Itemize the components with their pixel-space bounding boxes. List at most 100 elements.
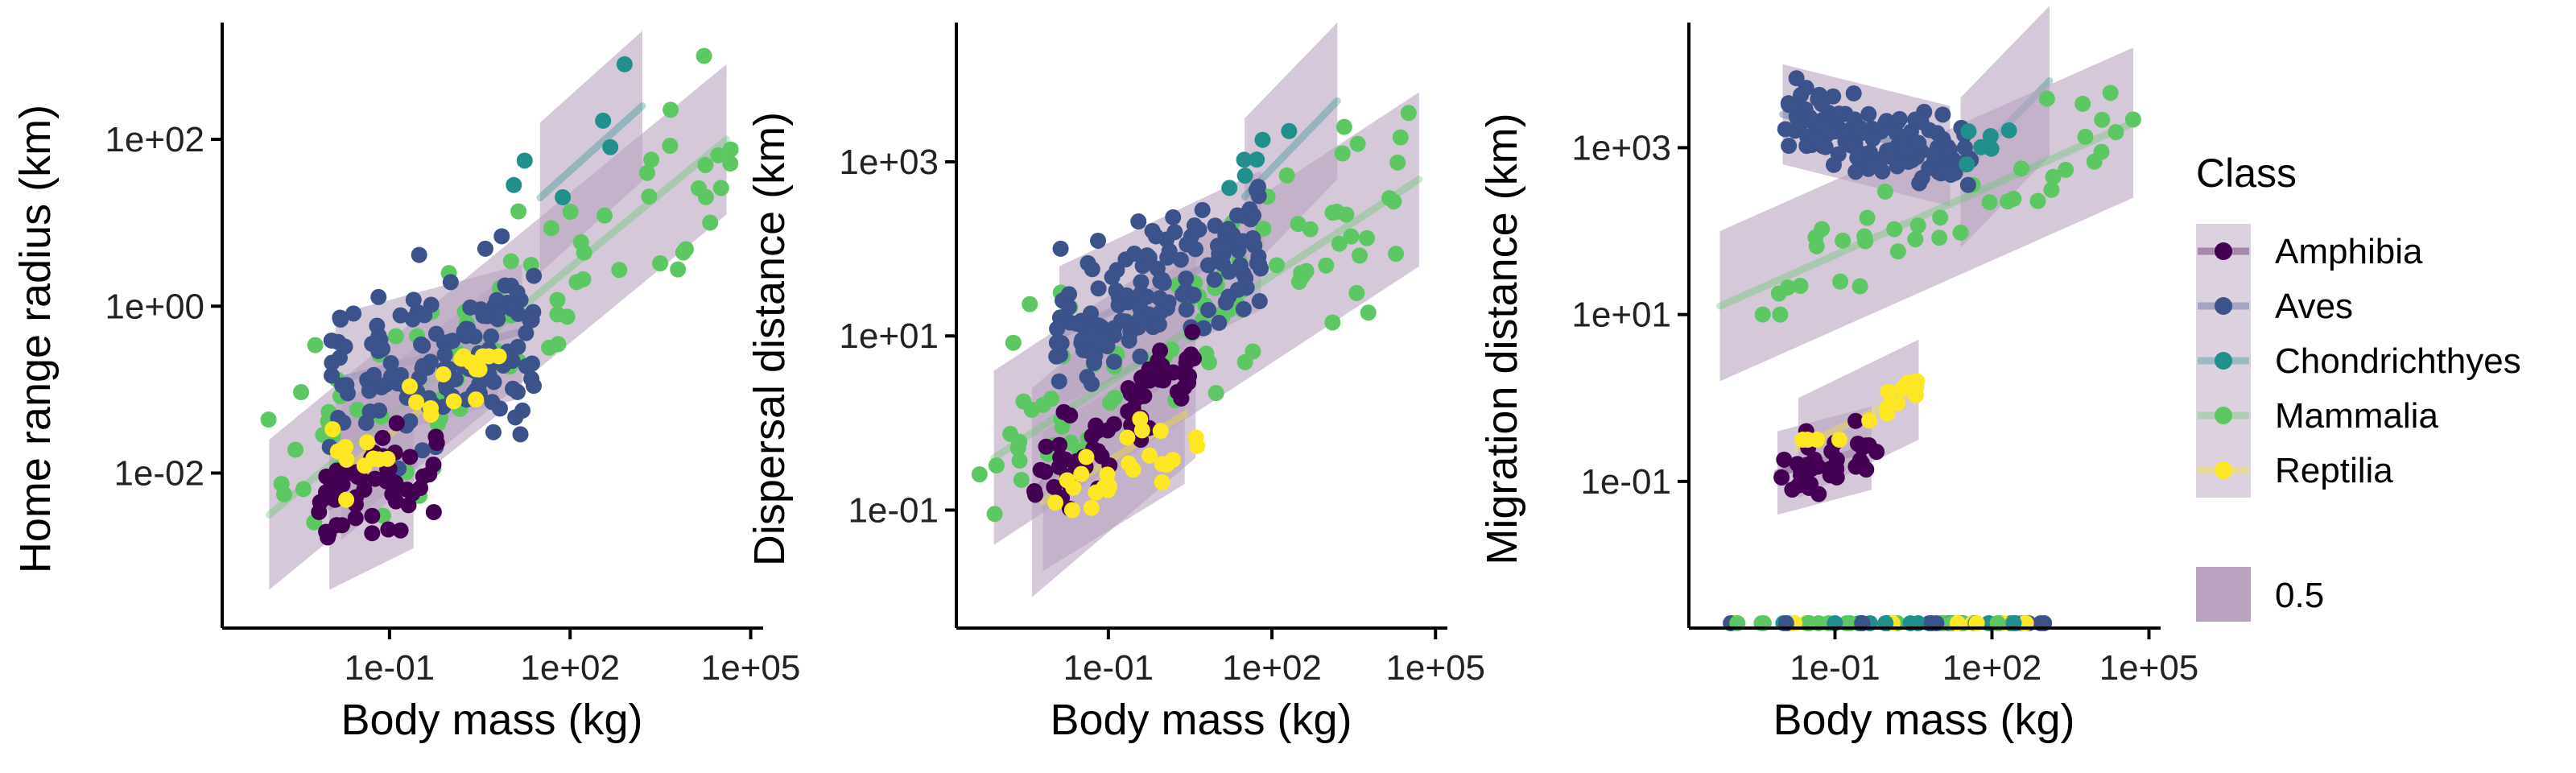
data-point-mammalia [568, 274, 585, 291]
data-point-aves [1792, 116, 1809, 133]
data-point-mammalia [1931, 229, 1948, 246]
legend-swatch-point [2215, 242, 2232, 260]
legend-swatch-point [2215, 461, 2232, 479]
data-point-amphibia [318, 468, 335, 485]
data-point-aves [365, 366, 382, 383]
data-point-chondrichthyes [1281, 122, 1298, 139]
data-point-aves [1110, 296, 1127, 313]
data-point-mammalia [2000, 193, 2017, 210]
data-point-mammalia [1348, 284, 1365, 301]
data-point-aves [345, 305, 362, 322]
data-point-reptilia [1099, 466, 1116, 483]
y-tick-label: 1e-02 [114, 454, 204, 494]
data-point-aves [1154, 271, 1171, 288]
data-point-amphibia [1184, 324, 1201, 341]
data-point-mammalia [1009, 440, 1026, 457]
data-point-chondrichthyes [1236, 151, 1253, 168]
data-point-aves [1251, 256, 1268, 273]
data-point-chondrichthyes [2000, 122, 2017, 138]
data-point-mammalia [986, 506, 1003, 523]
legend-swatch-point [2215, 352, 2232, 370]
data-point-mammalia [287, 441, 303, 458]
data-point-aves [1860, 105, 1877, 122]
data-point-aves [483, 328, 500, 345]
data-point-aves [1780, 95, 1797, 112]
data-point-reptilia [468, 391, 485, 408]
data-point-aves [1845, 85, 1862, 101]
data-point-aves [361, 403, 378, 420]
x-tick-label: 1e-01 [1790, 648, 1880, 688]
data-point-mammalia [670, 261, 687, 278]
y-tick-label: 1e-01 [848, 490, 939, 530]
data-point-aves [1825, 88, 1842, 105]
data-point-mammalia [1932, 209, 1949, 226]
data-point-mammalia [1852, 278, 1868, 295]
data-point-mammalia [2029, 192, 2046, 209]
data-point-aves [1165, 209, 1182, 225]
data-point-mammalia [2058, 161, 2074, 178]
data-point-amphibia [1176, 378, 1193, 395]
data-point-mammalia [1981, 194, 1998, 211]
data-point-aves [1942, 167, 1959, 184]
data-point-mammalia [2102, 85, 2119, 101]
data-point-aves [1956, 139, 1973, 156]
data-point-aves [1910, 134, 1927, 151]
data-point-amphibia [1105, 415, 1122, 432]
y-tick-label: 1e+01 [839, 316, 939, 356]
x-tick-label: 1e-01 [1063, 648, 1154, 688]
data-point-reptilia [356, 457, 373, 474]
data-point-mammalia [2077, 128, 2094, 145]
data-point-mammalia [1343, 228, 1360, 245]
data-point-mammalia [1011, 453, 1028, 469]
data-point-reptilia [490, 348, 507, 365]
data-point-amphibia [1152, 342, 1169, 359]
data-point-aves [1926, 146, 1942, 163]
y-tick-label: 1e+03 [839, 143, 939, 182]
data-point-mammalia [1334, 145, 1351, 162]
legend-items: Amphibia Aves Chondrichthyes Mammalia Reptil… [2196, 224, 2521, 498]
data-point-aves [1913, 169, 1930, 186]
data-point-aves [1178, 301, 1195, 318]
data-point-reptilia [435, 366, 452, 382]
legend-item-reptilia: Reptilia [2196, 443, 2393, 498]
data-point-aves [510, 338, 526, 355]
data-point-aves [1147, 228, 1164, 245]
data-point-amphibia [1773, 469, 1790, 486]
data-point-aves [1860, 160, 1876, 177]
data-point-aves [369, 317, 386, 334]
data-point-aves [1798, 80, 1814, 97]
data-point-aves [1194, 201, 1211, 218]
data-point-amphibia [1089, 422, 1106, 439]
x-axis-title: Body mass (kg) [1050, 696, 1352, 744]
legend-band-swatch [2196, 567, 2251, 622]
data-point-aves [485, 424, 502, 440]
data-point-aves [1049, 320, 1066, 337]
data-point-aves [1237, 270, 1254, 287]
data-point-mammalia [1859, 209, 1876, 226]
data-point-aves [1087, 347, 1104, 364]
data-point-aves [1105, 353, 1122, 370]
data-point-amphibia [1154, 358, 1170, 374]
data-point-mammalia [1255, 221, 1272, 238]
data-point-amphibia [1052, 449, 1069, 466]
data-point-mammalia [1792, 277, 1809, 294]
data-point-mammalia [712, 180, 729, 196]
data-point-mammalia [662, 137, 679, 154]
data-point-mammalia [1236, 353, 1253, 370]
data-point-mammalia [1814, 221, 1831, 238]
data-point-mammalia [988, 457, 1005, 474]
data-point-aves [436, 346, 453, 363]
data-point-aves [1929, 125, 1946, 142]
data-point-reptilia [474, 348, 491, 365]
data-point-mammalia [663, 101, 679, 118]
data-point-aves [509, 284, 526, 301]
data-point-mammalia [971, 466, 988, 483]
data-point-aves [1172, 251, 1189, 268]
y-tick-label: 1e+03 [1571, 128, 1671, 167]
data-point-mammalia [1302, 221, 1319, 238]
data-point-aves [514, 402, 531, 419]
data-point-aves [1847, 163, 1864, 180]
data-point-aves [1130, 213, 1147, 230]
data-point-mammalia [572, 234, 589, 250]
data-point-chondrichthyes [1236, 167, 1253, 184]
